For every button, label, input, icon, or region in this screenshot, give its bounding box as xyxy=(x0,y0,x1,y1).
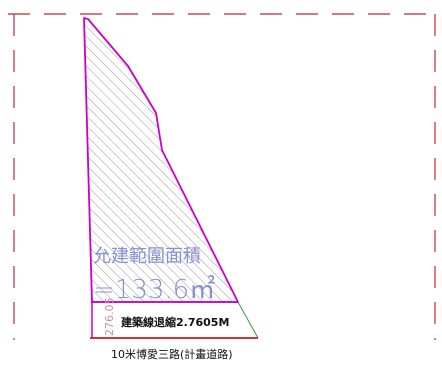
area-label-title: 允建範圍面積 xyxy=(93,246,201,267)
area-label-value: =133.6㎡ xyxy=(93,275,215,305)
road-label: 10米博愛三路(計畫道路) xyxy=(111,347,233,361)
dimension-label: 276.05 xyxy=(103,298,116,337)
setback-right-edge xyxy=(237,301,259,339)
site-boundary xyxy=(8,13,436,340)
setback-label: 建築線退縮2.7605M xyxy=(121,315,229,329)
setback-strip xyxy=(91,301,259,339)
